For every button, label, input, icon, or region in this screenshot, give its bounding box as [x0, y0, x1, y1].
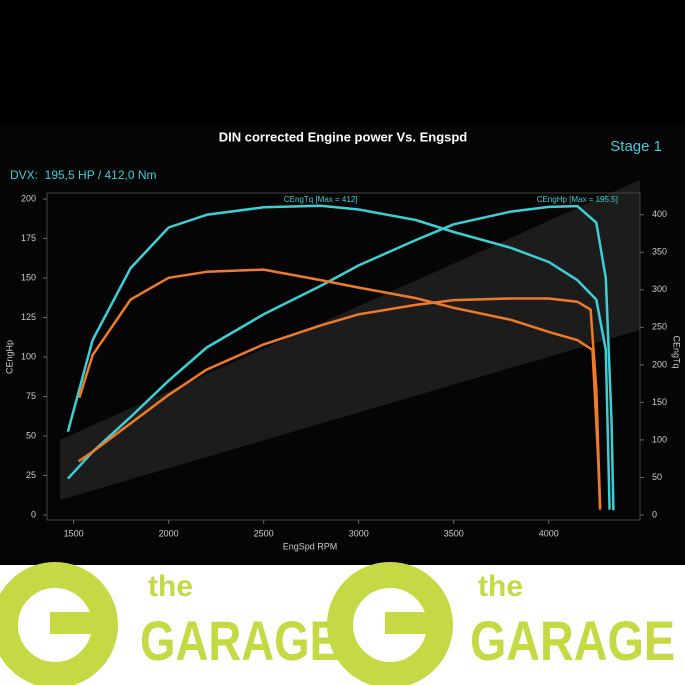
y2-tick-label: 250 — [652, 322, 667, 332]
logo: the GARAGE — [0, 562, 340, 685]
y-tick-label: 100 — [21, 351, 36, 361]
logo-bar — [385, 612, 445, 634]
series-line — [66, 204, 615, 511]
y2-tick-label: 300 — [652, 284, 667, 294]
logo-small: the — [148, 570, 193, 603]
series-line — [77, 297, 602, 508]
x-tick-label: 2500 — [254, 528, 274, 538]
summary: DVX: 195,5 HP / 412,0 Nm — [10, 168, 157, 182]
watermark — [60, 180, 640, 500]
logo-bar — [50, 612, 110, 634]
x-tick-label: 1500 — [64, 528, 84, 538]
y2-tick-label: 150 — [652, 397, 667, 407]
y-tick-label: 125 — [21, 312, 36, 322]
logo-big: GARAGE — [140, 609, 340, 672]
y-axis-label: CEngHp — [4, 340, 14, 374]
y2-tick-label: 0 — [652, 509, 657, 519]
y2-axis-label: CEngTq — [672, 335, 682, 368]
logo-small: the — [478, 570, 523, 603]
y-tick-label: 200 — [21, 193, 36, 203]
logo: the GARAGE — [327, 562, 675, 685]
chart-title: DIN corrected Engine power Vs. Engspd — [219, 129, 468, 144]
y2-tick-label: 400 — [652, 209, 667, 219]
series-line — [66, 204, 611, 510]
footer: the GARAGE the GARAGE — [0, 562, 685, 685]
y2-tick-label: 50 — [652, 472, 662, 482]
logo-big: GARAGE — [470, 609, 675, 672]
y2-tick-label: 100 — [652, 434, 667, 444]
x-tick-label: 3500 — [444, 528, 464, 538]
y-tick-label: 25 — [26, 470, 36, 480]
x-tick-label: 2000 — [159, 528, 179, 538]
x-axis-label: EngSpd RPM — [283, 541, 338, 551]
y-tick-label: 50 — [26, 430, 36, 440]
y-tick-label: 150 — [21, 272, 36, 282]
y-tick-label: 75 — [26, 391, 36, 401]
x-tick-label: 3000 — [349, 528, 369, 538]
y2-tick-label: 200 — [652, 359, 667, 369]
stage-label: Stage 1 — [610, 138, 662, 155]
series-line — [78, 268, 602, 510]
series-label: CEngTq [Max = 412] — [284, 195, 358, 204]
y-tick-label: 0 — [31, 509, 36, 519]
x-tick-label: 4000 — [539, 528, 559, 538]
series-label: CEngHp [Max = 195.5] — [537, 195, 618, 204]
y2-tick-label: 350 — [652, 247, 667, 257]
y-tick-label: 175 — [21, 233, 36, 243]
